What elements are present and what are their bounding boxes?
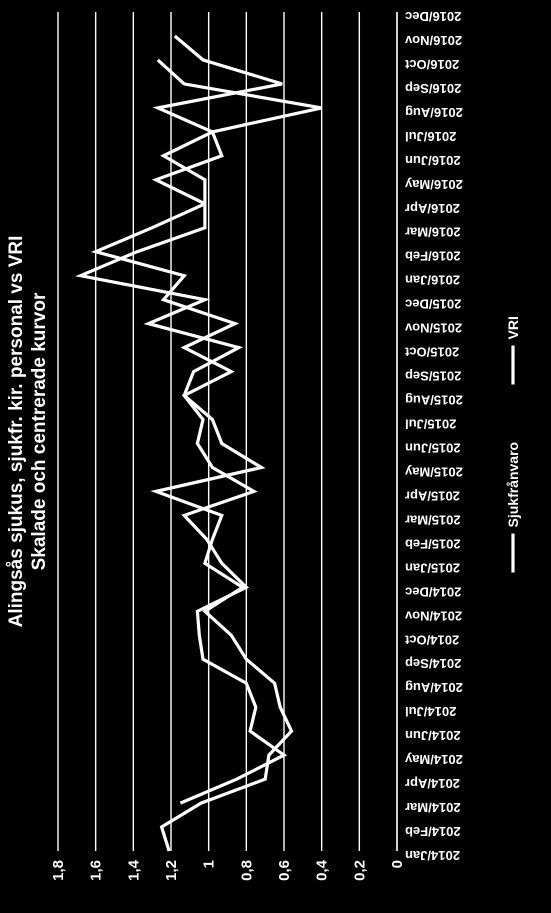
x-tick-label: 2014/Jun bbox=[405, 728, 461, 743]
x-tick-label: 2016/Oct bbox=[404, 57, 459, 72]
x-tick-label: 2016/Aug bbox=[405, 105, 463, 120]
y-tick-label: 1,8 bbox=[50, 860, 67, 881]
x-tick-label: 2014/May bbox=[404, 752, 463, 767]
x-tick-label: 2016/Jun bbox=[405, 153, 461, 168]
y-tick-label: 0,2 bbox=[351, 860, 368, 881]
x-tick-label: 2014/Aug bbox=[405, 680, 463, 695]
x-tick-label: 2016/May bbox=[404, 177, 463, 192]
x-tick-label: 2016/Apr bbox=[405, 201, 460, 216]
x-tick-label: 2016/Jan bbox=[405, 273, 460, 288]
x-tick-label: 2016/Nov bbox=[404, 33, 462, 48]
x-tick-label: 2014/Nov bbox=[404, 608, 462, 623]
legend-label: Sjukfrånvaro bbox=[505, 442, 521, 528]
x-tick-label: 2015/Apr bbox=[405, 488, 460, 503]
chart-title-line2: Skalade och centrerade kurvor bbox=[29, 292, 50, 570]
x-tick-label: 2014/Jan bbox=[405, 848, 460, 863]
y-tick-label: 1,6 bbox=[88, 860, 105, 881]
y-tick-label: 1,2 bbox=[163, 860, 180, 881]
series-sjukfrånvaro bbox=[81, 36, 292, 851]
x-tick-label: 2014/Sep bbox=[405, 656, 461, 671]
x-tick-label: 2015/Sep bbox=[405, 369, 461, 384]
x-tick-label: 2014/Dec bbox=[405, 584, 461, 599]
x-tick-label: 2015/Jun bbox=[405, 440, 461, 455]
y-tick-label: 0,8 bbox=[238, 860, 255, 881]
chart-container: Alingsås sjukus, sjukfr. kir. personal v… bbox=[0, 0, 551, 913]
x-tick-label: 2014/Feb bbox=[405, 824, 461, 839]
legend-label: VRI bbox=[505, 316, 521, 339]
x-tick-label: 2015/Jul bbox=[405, 417, 456, 432]
y-tick-label: 1 bbox=[201, 860, 218, 868]
legend: Sjukfrånvaro VRI bbox=[505, 316, 521, 572]
line-chart: Alingsås sjukus, sjukfr. kir. personal v… bbox=[0, 0, 551, 913]
x-tick-label: 2016/Mar bbox=[405, 225, 461, 240]
x-tick-label: 2014/Apr bbox=[405, 776, 460, 791]
x-tick-label: 2015/Jan bbox=[405, 560, 460, 575]
x-tick-label: 2016/Dec bbox=[405, 9, 461, 24]
x-tick-label: 2014/Jul bbox=[405, 704, 456, 719]
x-tick-label: 2015/Oct bbox=[404, 345, 459, 360]
chart-title-line1: Alingsås sjukus, sjukfr. kir. personal v… bbox=[6, 236, 27, 628]
x-tick-label: 2016/Sep bbox=[405, 81, 461, 96]
x-tick-label: 2015/Dec bbox=[405, 297, 461, 312]
y-tick-label: 0,4 bbox=[314, 859, 331, 881]
y-tick-label: 0,6 bbox=[276, 860, 293, 881]
x-tick-label: 2015/Feb bbox=[405, 536, 461, 551]
x-tick-label: 2014/Mar bbox=[405, 800, 461, 815]
x-tick-label: 2015/Nov bbox=[404, 321, 462, 336]
x-tick-label: 2015/May bbox=[404, 464, 463, 479]
y-tick-label: 0 bbox=[389, 860, 406, 868]
x-tick-label: 2015/Mar bbox=[405, 512, 461, 527]
x-tick-label: 2014/Oct bbox=[404, 632, 459, 647]
x-tick-label: 2016/Feb bbox=[405, 249, 461, 264]
x-tick-label: 2016/Jul bbox=[405, 129, 456, 144]
x-tick-label: 2015/Aug bbox=[405, 393, 463, 408]
y-tick-label: 1,4 bbox=[125, 859, 142, 881]
